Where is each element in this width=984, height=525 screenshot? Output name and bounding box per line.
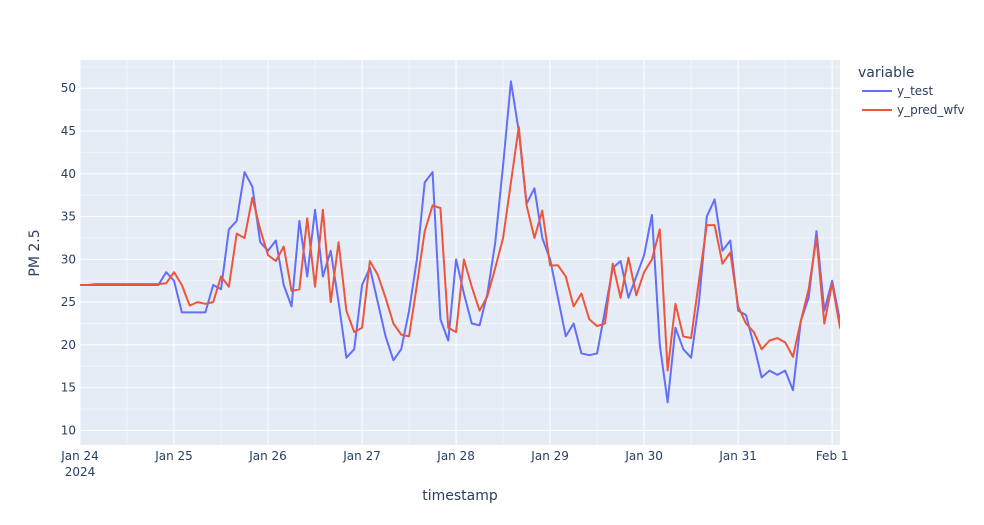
x-tick-labels: Jan 24 2024 Jan 25 Jan 26 Jan 27 Jan 28 Jan 29… [60, 449, 848, 479]
x-tick-label: Jan 25 [154, 449, 193, 463]
x-axis-title: timestamp [422, 488, 498, 504]
y-tick-label: 30 [61, 252, 76, 266]
y-tick-label: 20 [61, 338, 76, 352]
series-line-y_pred_wfv [80, 125, 840, 372]
x-tick-label: Jan 28 [436, 449, 475, 463]
legend-label: y_test [897, 84, 933, 98]
legend: variable y_test y_pred_wfv [858, 65, 965, 117]
series-line-y_test [80, 80, 840, 404]
y-tick-label: 50 [61, 81, 76, 95]
legend-item-y_pred_wfv: y_pred_wfv [862, 103, 965, 117]
y-tick-label: 40 [61, 167, 76, 181]
legend-title: variable [858, 65, 914, 81]
y-tick-label: 10 [61, 423, 76, 437]
x-tick-label: Jan 29 [530, 449, 569, 463]
x-tick-label: Jan 27 [342, 449, 381, 463]
x-tick-label: Jan 30 [624, 449, 663, 463]
x-tick-label: Feb 1 [816, 449, 849, 463]
grid [79, 60, 840, 445]
y-tick-label: 15 [61, 381, 76, 395]
series-lines [80, 80, 840, 404]
legend-label: y_pred_wfv [897, 103, 965, 117]
x-tick-label: Jan 26 [248, 449, 287, 463]
y-tick-label: 45 [61, 124, 76, 138]
y-tick-label: 25 [61, 295, 76, 309]
y-tick-label: 35 [61, 210, 76, 224]
plot-background [80, 60, 840, 445]
x-tick-label: Jan 31 [718, 449, 757, 463]
x-tick-sublabel: 2024 [65, 465, 96, 479]
y-tick-labels: 10 15 20 25 30 35 40 45 50 [61, 81, 76, 437]
x-tick-label: Jan 24 [60, 449, 99, 463]
y-axis-title: PM 2.5 [27, 229, 43, 276]
legend-item-y_test: y_test [862, 84, 933, 98]
